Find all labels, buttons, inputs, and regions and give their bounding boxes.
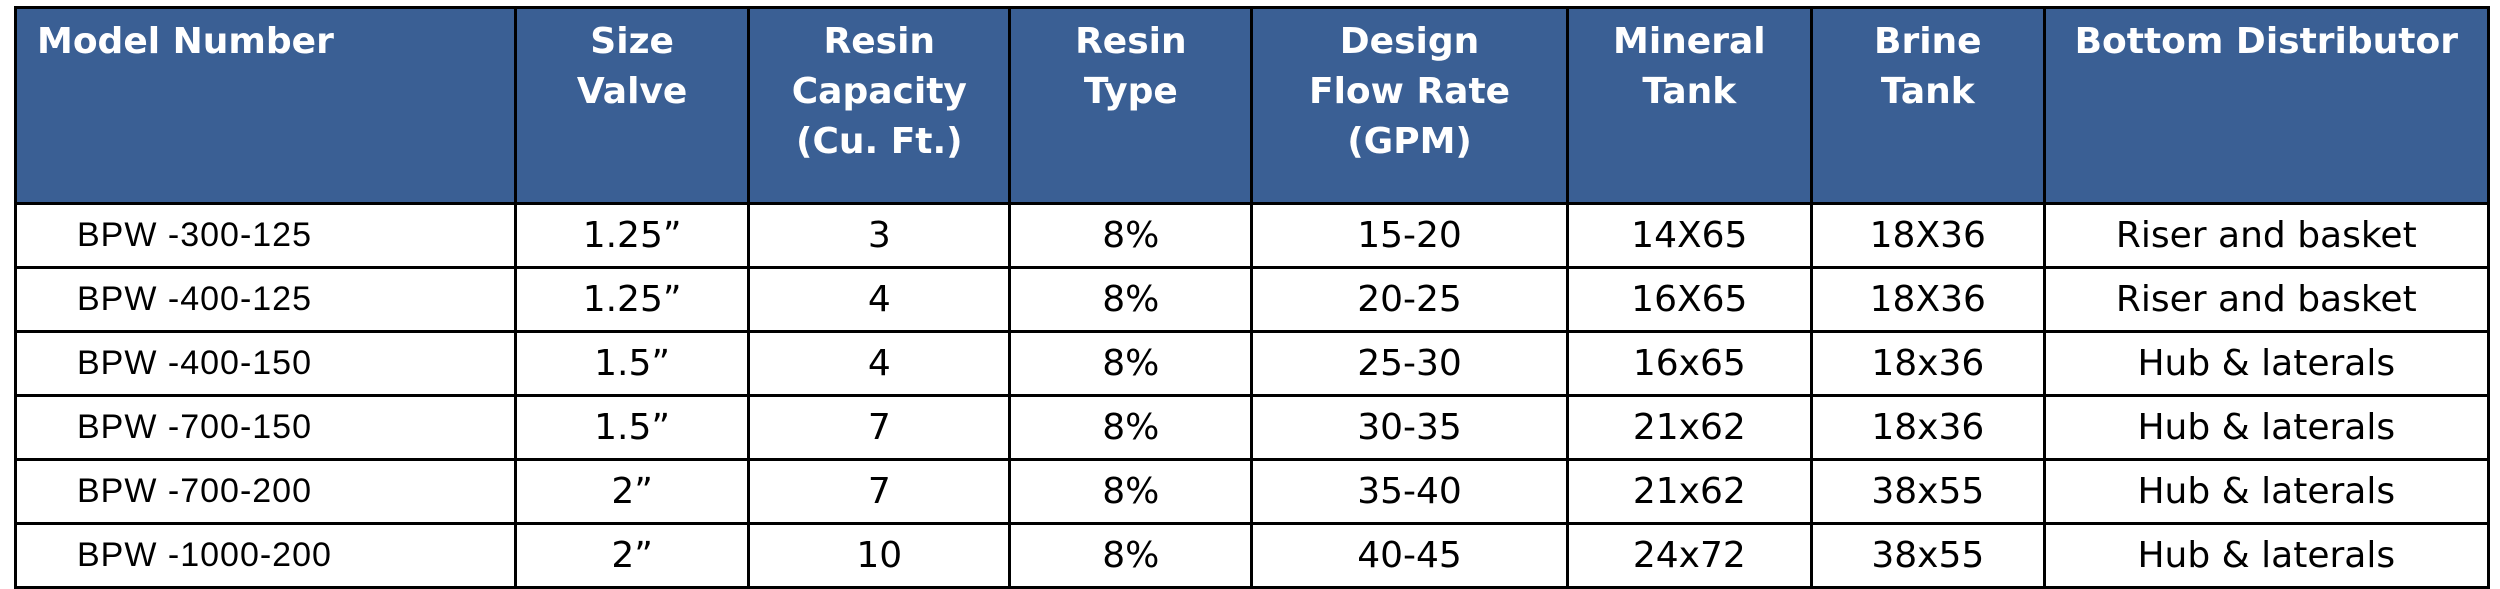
header-model-number: Model Number — [14, 6, 517, 205]
header-line: Tank — [1880, 71, 1975, 112]
header-design-flow-rate: Design Flow Rate (GPM) — [1250, 6, 1569, 205]
header-line: Design — [1339, 21, 1480, 62]
cell-size-valve: 1.5” — [513, 394, 751, 461]
header-resin-capacity: Resin Capacity (Cu. Ft.) — [747, 6, 1012, 205]
cell-size-valve: 1.5” — [513, 330, 751, 397]
header-mineral-tank: Mineral Tank — [1565, 6, 1814, 205]
table-row: BPW -1000-200 2” 10 8% 40-45 24x72 38x55… — [14, 522, 2491, 589]
cell-brine-tank: 38x55 — [1810, 522, 2046, 589]
header-line: (Cu. Ft.) — [795, 121, 963, 162]
table-row: BPW -700-200 2” 7 8% 35-40 21x62 38x55 H… — [14, 458, 2491, 525]
cell-resin-type: 8% — [1008, 458, 1254, 525]
cell-bottom-distributor: Hub & laterals — [2042, 330, 2491, 397]
cell-design-flow-rate: 35-40 — [1250, 458, 1569, 525]
cell-mineral-tank: 14X65 — [1565, 202, 1814, 269]
spec-table-container: Model Number Size Valve Resin Capacity (… — [14, 6, 2491, 589]
header-line: Valve — [576, 71, 688, 112]
cell-mineral-tank: 24x72 — [1565, 522, 1814, 589]
cell-design-flow-rate: 40-45 — [1250, 522, 1569, 589]
header-line: Brine — [1874, 21, 1982, 62]
cell-resin-type: 8% — [1008, 394, 1254, 461]
cell-resin-capacity: 3 — [747, 202, 1012, 269]
cell-mineral-tank: 16X65 — [1565, 266, 1814, 333]
table-row: BPW -400-125 1.25” 4 8% 20-25 16X65 18X3… — [14, 266, 2491, 333]
cell-design-flow-rate: 20-25 — [1250, 266, 1569, 333]
cell-mineral-tank: 21x62 — [1565, 458, 1814, 525]
cell-bottom-distributor: Riser and basket — [2042, 266, 2491, 333]
header-line: (GPM) — [1347, 121, 1472, 162]
cell-resin-type: 8% — [1008, 202, 1254, 269]
table-row: BPW -300-125 1.25” 3 8% 15-20 14X65 18X3… — [14, 202, 2491, 269]
cell-resin-capacity: 4 — [747, 266, 1012, 333]
header-line: Bottom Distributor — [2074, 21, 2458, 62]
cell-mineral-tank: 21x62 — [1565, 394, 1814, 461]
table-body: BPW -300-125 1.25” 3 8% 15-20 14X65 18X3… — [14, 202, 2491, 589]
cell-resin-capacity: 7 — [747, 458, 1012, 525]
header-line: Size — [590, 21, 674, 62]
header-line: Tank — [1642, 71, 1737, 112]
cell-mineral-tank: 16x65 — [1565, 330, 1814, 397]
cell-resin-capacity: 10 — [747, 522, 1012, 589]
cell-size-valve: 1.25” — [513, 202, 751, 269]
cell-bottom-distributor: Hub & laterals — [2042, 458, 2491, 525]
cell-size-valve: 1.25” — [513, 266, 751, 333]
header-line: Flow Rate — [1308, 71, 1511, 112]
table-header: Model Number Size Valve Resin Capacity (… — [14, 6, 2491, 205]
cell-model-number: BPW -700-200 — [14, 458, 517, 525]
cell-model-number: BPW -1000-200 — [14, 522, 517, 589]
cell-bottom-distributor: Hub & laterals — [2042, 522, 2491, 589]
cell-resin-capacity: 4 — [747, 330, 1012, 397]
cell-brine-tank: 38x55 — [1810, 458, 2046, 525]
cell-resin-type: 8% — [1008, 330, 1254, 397]
header-line: Type — [1083, 71, 1178, 112]
header-size-valve: Size Valve — [513, 6, 751, 205]
cell-design-flow-rate: 15-20 — [1250, 202, 1569, 269]
cell-design-flow-rate: 30-35 — [1250, 394, 1569, 461]
cell-brine-tank: 18x36 — [1810, 394, 2046, 461]
cell-brine-tank: 18X36 — [1810, 266, 2046, 333]
cell-resin-capacity: 7 — [747, 394, 1012, 461]
cell-size-valve: 2” — [513, 522, 751, 589]
table-row: BPW -400-150 1.5” 4 8% 25-30 16x65 18x36… — [14, 330, 2491, 397]
header-line: Mineral — [1613, 21, 1766, 62]
header-brine-tank: Brine Tank — [1810, 6, 2046, 205]
table-row: BPW -700-150 1.5” 7 8% 30-35 21x62 18x36… — [14, 394, 2491, 461]
cell-brine-tank: 18x36 — [1810, 330, 2046, 397]
model-spec-table: Model Number Size Valve Resin Capacity (… — [14, 6, 2491, 589]
cell-bottom-distributor: Riser and basket — [2042, 202, 2491, 269]
cell-brine-tank: 18X36 — [1810, 202, 2046, 269]
cell-model-number: BPW -400-125 — [14, 266, 517, 333]
header-resin-type: Resin Type — [1008, 6, 1254, 205]
header-line: Resin — [1075, 21, 1187, 62]
cell-bottom-distributor: Hub & laterals — [2042, 394, 2491, 461]
cell-model-number: BPW -400-150 — [14, 330, 517, 397]
header-line: Model Number — [37, 21, 334, 62]
cell-model-number: BPW -300-125 — [14, 202, 517, 269]
cell-design-flow-rate: 25-30 — [1250, 330, 1569, 397]
cell-size-valve: 2” — [513, 458, 751, 525]
cell-resin-type: 8% — [1008, 266, 1254, 333]
header-bottom-distributor: Bottom Distributor — [2042, 6, 2491, 205]
cell-model-number: BPW -700-150 — [14, 394, 517, 461]
header-line: Resin — [823, 21, 936, 62]
header-line: Capacity — [791, 71, 967, 112]
cell-resin-type: 8% — [1008, 522, 1254, 589]
header-row: Model Number Size Valve Resin Capacity (… — [14, 6, 2491, 205]
